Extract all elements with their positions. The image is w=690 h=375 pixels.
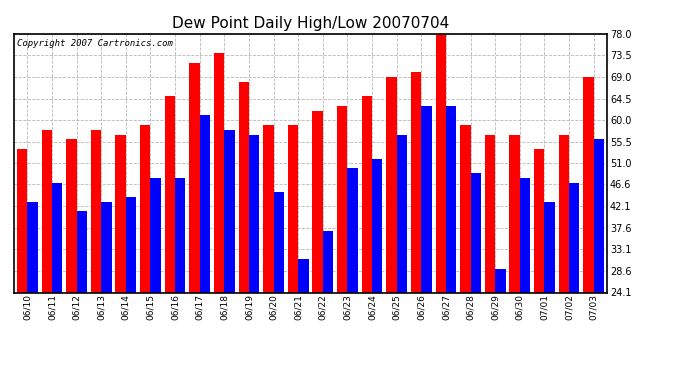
Bar (239, 82, 249, 292)
Bar (485, 135, 495, 292)
Bar (559, 135, 569, 292)
Bar (28, 202, 38, 292)
Bar (115, 135, 126, 292)
Bar (386, 77, 397, 292)
Bar (175, 178, 186, 292)
Bar (362, 96, 372, 292)
Bar (41, 130, 52, 292)
Bar (189, 63, 199, 292)
Bar (372, 159, 382, 292)
Bar (593, 140, 604, 292)
Bar (509, 135, 520, 292)
Bar (126, 197, 136, 292)
Bar (66, 140, 77, 292)
Bar (435, 34, 446, 292)
Bar (273, 192, 284, 292)
Bar (348, 168, 358, 292)
Bar (471, 173, 481, 292)
Bar (534, 149, 544, 292)
Bar (165, 96, 175, 292)
Bar (140, 125, 150, 292)
Bar (569, 183, 580, 292)
Bar (422, 106, 432, 292)
Bar (411, 72, 422, 292)
Bar (17, 149, 28, 292)
Bar (101, 202, 112, 292)
Bar (150, 178, 161, 292)
Bar (214, 53, 224, 292)
Bar (288, 125, 298, 292)
Bar (199, 116, 210, 292)
Bar (583, 77, 593, 292)
Bar (91, 130, 101, 292)
Bar (337, 106, 348, 292)
Bar (263, 125, 273, 292)
Bar (397, 135, 407, 292)
Text: Copyright 2007 Cartronics.com: Copyright 2007 Cartronics.com (17, 39, 172, 48)
Bar (446, 106, 456, 292)
Bar (52, 183, 62, 292)
Bar (224, 130, 235, 292)
Bar (495, 269, 506, 292)
Bar (460, 125, 471, 292)
Bar (77, 211, 87, 292)
Bar (544, 202, 555, 292)
Bar (298, 260, 308, 292)
Title: Dew Point Daily High/Low 20070704: Dew Point Daily High/Low 20070704 (172, 16, 449, 31)
Bar (313, 111, 323, 292)
Bar (520, 178, 530, 292)
Bar (249, 135, 259, 292)
Bar (323, 231, 333, 292)
